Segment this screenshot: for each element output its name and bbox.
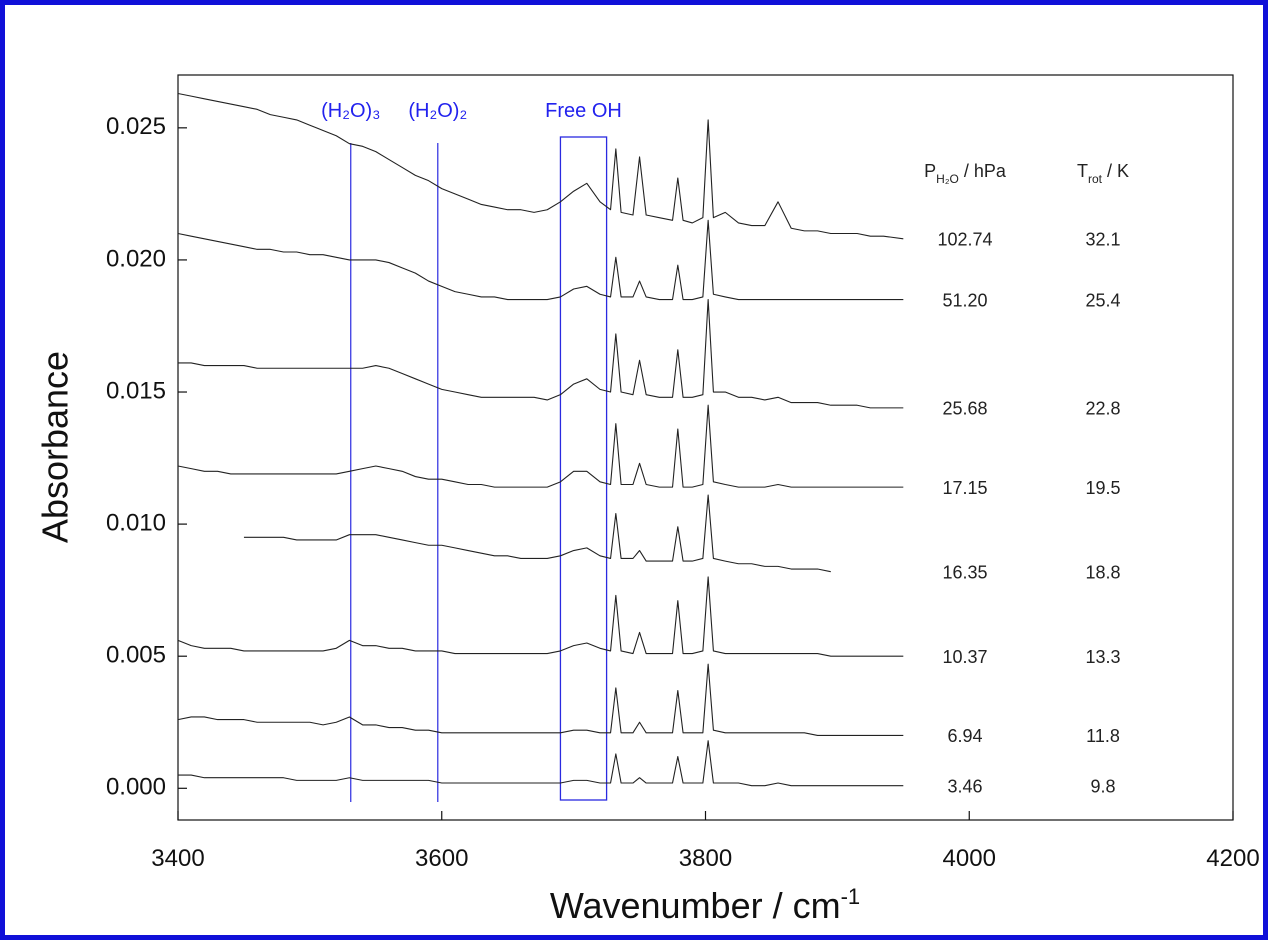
y-axis-label: Absorbance [35,351,76,543]
x-tick-label: 3400 [151,845,204,872]
annotation-label: (H₂O)₃ [321,100,380,122]
spectrum-line [177,404,904,488]
pressure-label: 3.46 [947,776,982,796]
column-header-main: T [1077,161,1088,181]
y-tick-label: 0.025 [106,113,166,140]
pressure-label: 17.15 [942,478,987,498]
spectrum-line [177,219,904,301]
spectrum-line [243,494,831,573]
temperature-label: 22.8 [1085,399,1120,419]
spectrum-line [178,740,904,787]
column-header-sub: rot [1088,172,1103,186]
temperature-label: 32.1 [1085,230,1120,250]
spectrum-line [177,576,904,657]
annotation-label: Free OH [545,100,622,122]
pressure-label: 10.37 [942,647,987,667]
y-tick-label: 0.020 [106,245,166,272]
x-tick-label: 4000 [943,845,996,872]
x-tick-label: 3600 [415,845,468,872]
y-tick-label: 0.010 [106,509,166,536]
pressure-label: 6.94 [947,726,982,746]
annotation-label: (H₂O)₂ [408,100,467,122]
spectrum-line [178,299,904,409]
temperature-label: 19.5 [1085,478,1120,498]
temperature-label: 11.8 [1086,726,1120,746]
x-tick-label: 4200 [1206,845,1259,872]
column-header-rest: / hPa [959,161,1007,181]
pressure-label: 51.20 [942,290,987,310]
column-header-rest: / K [1102,161,1129,181]
annotation-box [559,136,608,801]
x-axis-label: Wavenumber / cm-1 [550,884,860,926]
pressure-label: 25.68 [942,399,987,419]
column-header-sub: H₂O [936,172,959,186]
column-header-main: P [924,161,936,181]
spectrum-line [177,92,904,240]
temperature-label: 13.3 [1085,647,1120,667]
x-tick-label: 3800 [679,845,732,872]
x-axis-label-text: Wavenumber / cm [550,885,841,926]
y-tick-label: 0.005 [106,642,166,669]
pressure-label: 16.35 [942,562,987,582]
temperature-label: 25.4 [1085,290,1120,310]
column-header: PH₂O / hPa [924,161,1007,186]
x-axis-label-sup: -1 [841,884,861,909]
pressure-label: 102.74 [937,230,992,250]
column-header: Trot / K [1077,161,1129,186]
spectrum-line [177,663,904,737]
y-tick-label: 0.000 [106,774,166,801]
temperature-label: 9.8 [1090,776,1115,796]
temperature-label: 18.8 [1085,562,1120,582]
y-tick-label: 0.015 [106,377,166,404]
